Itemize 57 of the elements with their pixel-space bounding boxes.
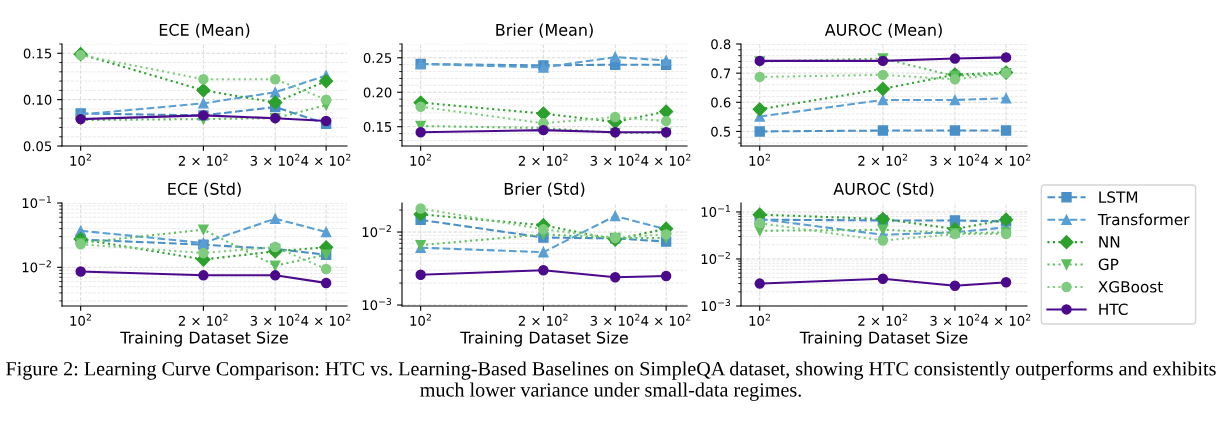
chart-title: ECE (Mean) [159,23,250,38]
legend-label: NN [1099,236,1120,248]
x-tick-label: 4 × 10$^{2}$ [641,313,691,326]
y-tick-label: 0.20 [363,87,392,98]
x-tick-label: 4 × 10$^{2}$ [981,153,1031,166]
y-tick-label: 0.25 [363,53,392,63]
chart-title: AUROC (Std) [833,182,934,197]
x-tick-label: 3 × 10$^{2}$ [930,313,980,326]
x-tick-label: 4 × 10$^{2}$ [641,153,691,166]
x-tick-label: 2 × 10$^{2}$ [178,313,228,326]
x-tick-label: 3 × 10$^{2}$ [590,153,640,166]
x-tick-label: 3 × 10$^{2}$ [590,313,640,326]
x-tick-label: 2 × 10$^{2}$ [178,153,228,166]
y-tick-label: 0.5 [711,126,731,137]
x-tick-label: 10$^{2}$ [749,153,770,166]
y-tick-label: 0.7 [711,68,731,79]
caption: Figure 2: Learning Curve Comparison: HTC vs. Learning-Based Baselines on SimpleQA dataset, showing HTC consistently outperforms and exhibits much lower variance under small-data regimes. [6,361,1216,401]
y-tick-label: 0.15 [23,48,52,59]
legend-label: GP [1098,258,1119,271]
legend-label: Transformer [1097,213,1190,226]
x-tick-label: 10$^{2}$ [70,153,91,166]
x-tick-label: 4 × 10$^{2}$ [301,153,351,166]
chart-title: ECE (Std) [168,182,241,197]
x-tick-label: 2 × 10$^{2}$ [518,313,568,326]
y-tick-label: 10$^{−3}$ [362,298,392,311]
x-tick-label: 10$^{2}$ [410,313,431,326]
x-tick-label: 10$^{2}$ [749,313,770,326]
y-tick-label: 0.15 [363,121,392,132]
y-tick-label: 0.6 [711,97,731,108]
chart-title: Brier (Std) [504,182,585,197]
x-axis-title: Training Dataset Size [120,331,288,347]
x-tick-label: 10$^{2}$ [410,153,431,166]
y-tick-label: 0.05 [23,141,52,152]
x-tick-label: 4 × 10$^{2}$ [301,313,351,326]
y-tick-label: 10$^{−2}$ [701,251,730,265]
chart-title: AUROC (Mean) [824,23,942,38]
x-tick-label: 4 × 10$^{2}$ [981,313,1031,326]
legend-label: LSTM [1099,191,1138,203]
y-tick-label: 0.10 [23,94,52,105]
y-tick-label: 10$^{−2}$ [362,225,391,238]
x-tick-label: 2 × 10$^{2}$ [858,313,908,326]
y-tick-label: 10$^{−3}$ [701,299,731,312]
x-tick-label: 3 × 10$^{2}$ [250,313,300,326]
x-tick-label: 2 × 10$^{2}$ [858,153,908,166]
x-tick-label: 3 × 10$^{2}$ [250,153,300,166]
y-tick-label: 10$^{−1}$ [22,196,51,209]
x-axis-title: Training Dataset Size [799,331,968,347]
y-tick-label: 10$^{−2}$ [22,260,51,273]
x-tick-label: 10$^{2}$ [70,313,91,326]
chart-title: Brier (Mean) [496,23,593,38]
y-tick-label: 0.8 [711,39,731,50]
x-tick-label: 3 × 10$^{2}$ [930,153,980,166]
x-tick-label: 2 × 10$^{2}$ [518,153,568,166]
x-axis-title: Training Dataset Size [460,331,628,347]
legend-label: XGBoost [1098,281,1163,293]
y-tick-label: 10$^{−1}$ [701,205,730,218]
legend-label: HTC [1099,303,1128,315]
